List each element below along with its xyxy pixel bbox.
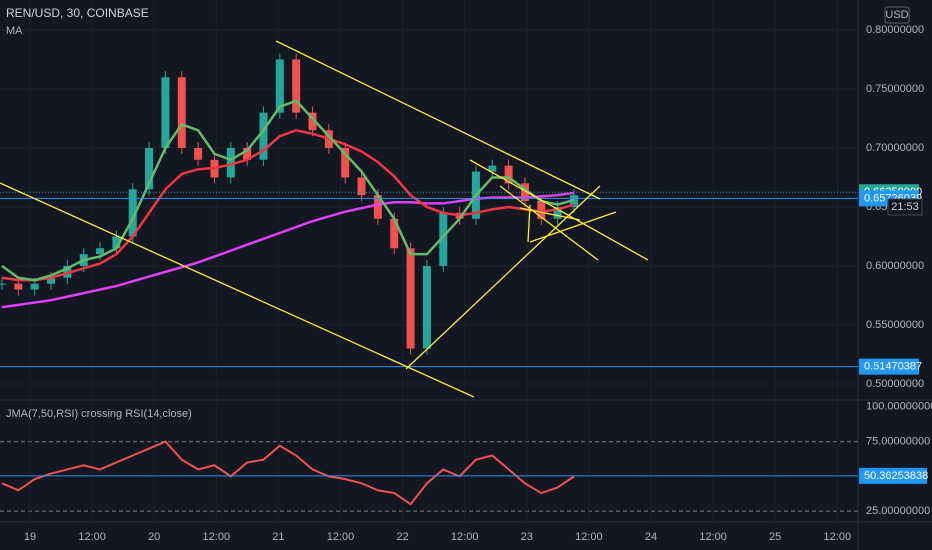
x-tick-label: 12:00 [575, 531, 603, 543]
candle [161, 77, 170, 148]
candle [504, 165, 513, 184]
candle [439, 212, 448, 266]
candle [14, 283, 23, 290]
candle [341, 147, 350, 178]
candle [112, 236, 121, 249]
y-tick-label: 0.50000000 [866, 378, 924, 390]
y-tick-label: 0.75000000 [866, 83, 924, 95]
rsi-tick-label: 25.00000000 [866, 505, 930, 517]
ma-line [1, 99, 575, 282]
candle [243, 147, 252, 160]
x-tick-label: 21 [272, 531, 284, 543]
rsi-tag-label: 50.36253838 [864, 470, 928, 482]
candle [488, 165, 497, 172]
candle [406, 248, 415, 349]
candle [47, 277, 56, 284]
rsi-tag [859, 467, 927, 484]
candle [537, 201, 546, 219]
x-tick-label: 25 [769, 531, 781, 543]
currency-label[interactable]: USD [885, 9, 908, 21]
x-tick-label: 12:00 [699, 531, 727, 543]
countdown-tag [887, 198, 923, 216]
candle [520, 183, 529, 202]
x-tick-label: 22 [396, 531, 408, 543]
candle [275, 59, 284, 113]
x-tick-label: 12:00 [451, 531, 479, 543]
candle [0, 283, 6, 285]
candle [292, 59, 301, 113]
currency-button[interactable] [884, 6, 910, 24]
y-tick-label: 0.70000000 [866, 142, 924, 154]
candle [259, 112, 268, 160]
rsi-tick-label: 100.00000000 [866, 401, 932, 413]
candle [30, 283, 39, 290]
x-tick-label: 12:00 [327, 531, 355, 543]
rsi-line [1, 440, 575, 506]
candle [145, 147, 154, 190]
candle [422, 265, 431, 349]
price-tag-label: 0.51470387 [864, 361, 922, 373]
x-tick-label: 24 [645, 531, 657, 543]
x-tick-label: 20 [148, 531, 160, 543]
candle [357, 177, 366, 196]
candle [177, 77, 186, 148]
rsi-tick-label: 75.00000000 [866, 436, 930, 448]
x-tick-label: 23 [521, 531, 533, 543]
trend-lines [0, 40, 649, 398]
symbol: REN/USD, 30, COINBASE [6, 6, 149, 20]
rsi-title: JMA(7,50,RSI) crossing RSI(14,close) [6, 408, 192, 420]
candle [96, 248, 105, 255]
candle [390, 218, 399, 249]
countdown: 21:53 [891, 201, 919, 213]
candle [128, 189, 137, 237]
ma-line [1, 128, 575, 282]
candle [373, 195, 382, 219]
x-tick-label: 12:00 [203, 531, 231, 543]
x-tick-label: 19 [24, 531, 36, 543]
candle [226, 147, 235, 178]
y-tick-label: 0.55000000 [866, 319, 924, 331]
candle [308, 112, 317, 131]
indicator-label: MA [6, 25, 23, 37]
price-tag [859, 358, 919, 375]
x-tick-label: 12:00 [78, 531, 106, 543]
candle [194, 147, 203, 160]
y-tick-label: 0.80000000 [866, 24, 924, 36]
x-tick-label: 12:00 [824, 531, 852, 543]
y-tick-label: 0.60000000 [866, 260, 924, 272]
candle [553, 206, 562, 219]
